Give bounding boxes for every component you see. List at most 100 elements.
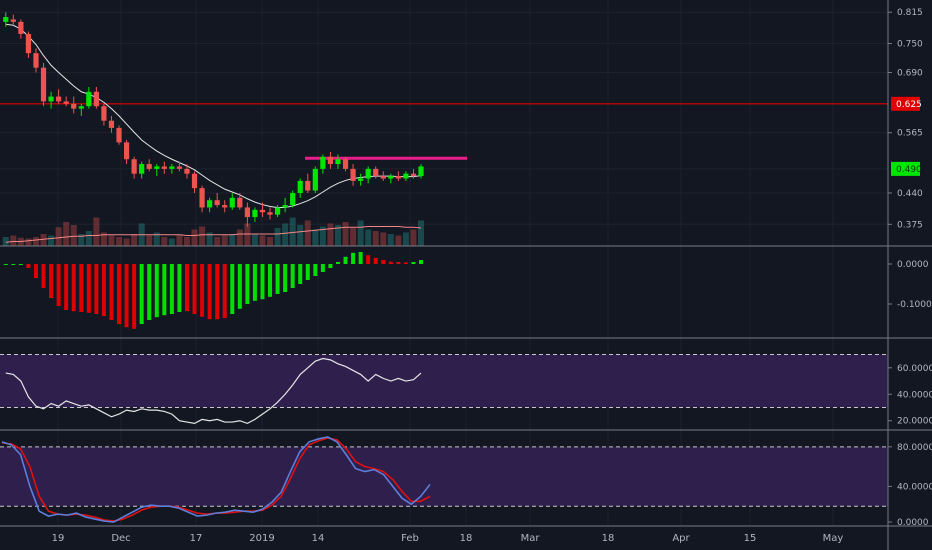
candle-body xyxy=(282,205,288,208)
candle-body xyxy=(33,53,39,68)
time-axis-label-9: Apr xyxy=(672,533,690,544)
candle-body xyxy=(214,200,220,206)
histogram-bar xyxy=(169,264,174,314)
histogram-bar xyxy=(260,264,265,300)
candle-body xyxy=(146,164,152,169)
volume-bar xyxy=(365,229,372,246)
candle-body xyxy=(373,168,379,177)
candle-body xyxy=(176,166,183,169)
histogram-bar xyxy=(313,264,318,276)
candle-body xyxy=(191,173,198,189)
volume-bar xyxy=(40,234,47,246)
grid-lines xyxy=(0,0,888,526)
volume-bar xyxy=(259,235,266,246)
volume-bar xyxy=(93,217,100,246)
candle-body xyxy=(312,168,318,191)
volume-bar xyxy=(221,235,228,246)
volume-bar xyxy=(267,237,274,246)
histogram-bar xyxy=(184,264,189,312)
histogram-bars xyxy=(3,252,424,329)
rsi-line xyxy=(5,357,422,425)
rsi-panel[interactable] xyxy=(0,354,888,425)
histogram-tick-label-0: 0.0000 xyxy=(897,260,929,270)
time-axis[interactable]: 19 Dec 17 2019 14 Feb 18 Mar 18 Apr 15 May xyxy=(52,533,844,544)
stochastic-k-line xyxy=(1,436,431,523)
histogram-bar xyxy=(192,264,197,314)
volume-bar xyxy=(282,223,289,246)
histogram-bar xyxy=(320,264,325,272)
histogram-panel[interactable] xyxy=(3,252,424,329)
candle-body xyxy=(403,173,409,179)
histogram-bar xyxy=(71,264,76,312)
candle-body xyxy=(229,197,235,208)
volume-bar xyxy=(380,232,387,246)
resistance-price-badge-label: 0.625 xyxy=(896,100,922,110)
histogram-bar xyxy=(41,264,46,288)
volume-bar xyxy=(131,234,138,246)
volume-bar xyxy=(418,220,425,246)
histogram-bar xyxy=(381,260,386,264)
volume-bar xyxy=(25,238,32,246)
candle-body xyxy=(131,159,137,174)
candle-body xyxy=(380,176,386,179)
time-axis-label-10: 15 xyxy=(744,533,757,544)
volume-bar xyxy=(387,234,394,246)
candle-body xyxy=(297,180,303,193)
histogram-bar xyxy=(124,264,129,328)
histogram-bar xyxy=(3,264,8,265)
candle-body xyxy=(78,106,84,109)
volume-bar xyxy=(153,232,160,246)
time-axis-label-8: 18 xyxy=(602,533,615,544)
volume-bar xyxy=(395,235,402,246)
volume-bar xyxy=(55,227,62,246)
rsi-tick-label-2: 20.0000 xyxy=(897,417,932,427)
histogram-bar xyxy=(101,264,106,316)
candle-body xyxy=(154,166,160,169)
candle-body xyxy=(222,205,228,208)
price-axis[interactable]: 0.815 0.750 0.690 0.565 0.440 0.375 0.625 0.490… xyxy=(888,8,932,528)
candle-body xyxy=(161,166,167,169)
stochastic-panel[interactable] xyxy=(0,436,888,523)
histogram-bar xyxy=(11,264,16,265)
volume-moving-average-line xyxy=(5,226,422,243)
volume-bar xyxy=(274,228,281,246)
candle-body xyxy=(108,120,115,128)
histogram-bar xyxy=(117,264,122,324)
candle-body xyxy=(290,192,296,206)
candle-body xyxy=(410,173,417,177)
candle-body xyxy=(10,19,16,22)
candle-body xyxy=(40,67,47,102)
histogram-bar xyxy=(298,264,303,284)
histogram-bar xyxy=(200,264,205,317)
candle-body xyxy=(18,21,24,34)
candle-body xyxy=(71,103,77,109)
candle-body xyxy=(335,159,341,165)
volume-bar xyxy=(48,235,55,246)
volume-bar xyxy=(161,237,168,246)
volume-bar xyxy=(244,223,251,246)
volume-bar xyxy=(206,232,213,246)
candle-body xyxy=(139,164,145,174)
candle-body xyxy=(259,209,266,213)
candle-body xyxy=(395,176,401,179)
candle-body xyxy=(48,96,54,102)
price-panel[interactable] xyxy=(0,12,888,246)
volume-bar xyxy=(32,237,39,246)
histogram-bar xyxy=(252,264,257,301)
candle-body xyxy=(350,168,356,181)
last-price-badge-label: 0.490 xyxy=(896,165,922,175)
histogram-bar xyxy=(396,262,401,264)
candle-body xyxy=(207,200,213,208)
histogram-bar xyxy=(79,264,84,312)
volume-bar xyxy=(146,235,153,246)
stochastic-tick-label-0: 80.0000 xyxy=(897,443,932,453)
histogram-bar xyxy=(328,264,333,268)
histogram-bar xyxy=(351,252,356,264)
time-axis-label-3: 2019 xyxy=(249,533,274,544)
candle-body xyxy=(388,176,394,179)
candle-body xyxy=(169,166,175,169)
volume-bar xyxy=(78,234,85,246)
price-tick-label-0: 0.815 xyxy=(897,8,923,18)
